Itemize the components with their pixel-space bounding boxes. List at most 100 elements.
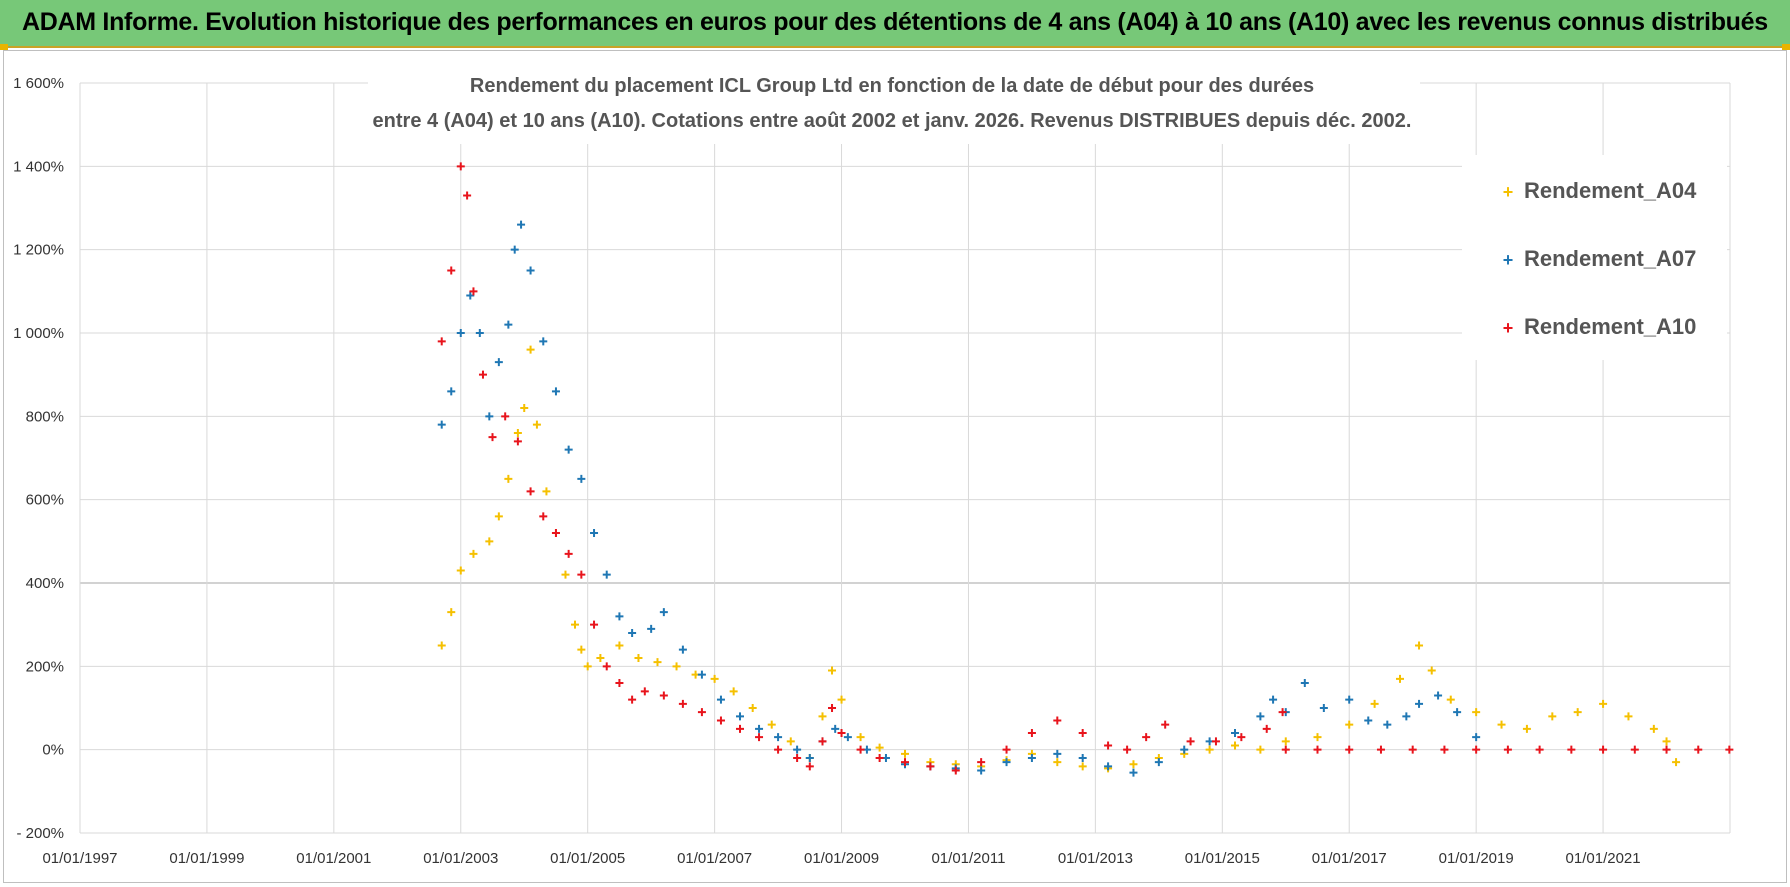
data-point	[564, 445, 573, 454]
data-point	[716, 695, 725, 704]
data-point	[437, 641, 446, 650]
data-point	[1662, 745, 1671, 754]
data-point	[1672, 758, 1681, 767]
data-point	[564, 549, 573, 558]
data-point	[856, 745, 865, 754]
x-tick-label: 01/01/2011	[931, 850, 1005, 867]
data-point	[517, 220, 526, 229]
data-point	[1522, 724, 1531, 733]
data-point	[577, 474, 586, 483]
data-point	[793, 745, 802, 754]
data-point	[447, 608, 456, 617]
data-point	[577, 570, 586, 579]
data-point	[520, 404, 529, 412]
data-point	[615, 612, 624, 621]
data-point	[1573, 708, 1582, 717]
data-point	[571, 620, 579, 629]
data-point	[828, 666, 837, 675]
grid-lines	[79, 82, 1731, 834]
series-rendement_a04	[437, 345, 1681, 773]
legend-label-a07: Rendement_A07	[1524, 246, 1696, 271]
data-point	[977, 766, 986, 775]
data-point	[1027, 754, 1036, 762]
data-point	[729, 687, 738, 696]
x-tick-label: 01/01/2005	[550, 850, 625, 867]
data-point	[1154, 758, 1163, 767]
data-point	[1599, 699, 1608, 708]
data-point	[602, 570, 611, 579]
data-point	[475, 329, 484, 337]
data-point	[1472, 708, 1481, 717]
data-point	[561, 570, 570, 579]
data-point	[1053, 749, 1062, 758]
data-point	[1415, 699, 1424, 708]
data-point	[577, 645, 586, 654]
legend-marker-a04: +	[1503, 182, 1514, 202]
data-point	[1383, 720, 1392, 729]
data-point	[510, 245, 519, 254]
data-point	[1345, 720, 1354, 729]
data-point	[447, 266, 456, 275]
data-point	[1503, 745, 1512, 754]
legend-background	[1462, 155, 1727, 360]
data-point	[828, 704, 837, 712]
legend-marker-a10: +	[1503, 318, 1514, 338]
data-point	[837, 729, 846, 737]
data-point	[1535, 745, 1544, 754]
data-point	[602, 662, 611, 671]
data-point	[466, 291, 475, 300]
data-point	[513, 437, 522, 446]
data-point	[469, 287, 478, 296]
data-point	[875, 754, 884, 762]
data-point	[748, 704, 757, 712]
y-tick-label: 400%	[26, 575, 64, 592]
data-point	[1104, 762, 1113, 771]
data-point	[456, 329, 465, 337]
x-tick-label: 01/01/1997	[42, 850, 117, 867]
data-point	[1142, 733, 1151, 742]
report-banner: ADAM Informe. Evolution historique des p…	[0, 0, 1790, 48]
data-point	[1002, 758, 1011, 767]
data-point	[736, 712, 744, 721]
data-point	[1440, 745, 1449, 754]
data-point	[463, 191, 472, 200]
data-point	[977, 758, 986, 767]
data-point	[526, 487, 535, 496]
data-point	[843, 733, 852, 742]
data-point	[532, 420, 541, 429]
legend-label-a10: Rendement_A10	[1524, 314, 1696, 339]
data-point	[485, 412, 494, 421]
data-point	[1345, 745, 1354, 754]
data-point	[640, 687, 649, 696]
data-point	[697, 708, 706, 717]
data-point	[1313, 733, 1322, 742]
data-point	[1053, 716, 1062, 725]
data-point	[437, 420, 446, 429]
data-point	[901, 758, 909, 767]
data-point	[488, 433, 497, 442]
data-point	[710, 674, 719, 683]
y-axis-ticks: - 200% 0% 200% 400% 600% 800% 1 000% 1 200% 1 40…	[13, 75, 64, 842]
data-point	[659, 691, 668, 700]
data-point	[628, 695, 637, 704]
data-point	[504, 474, 513, 483]
x-tick-label: 01/01/2009	[804, 850, 879, 867]
chart-title-line-1: Rendement du placement ICL Group Ltd en …	[470, 75, 1314, 97]
data-point	[539, 512, 548, 521]
data-point	[478, 370, 487, 379]
data-point	[456, 162, 465, 171]
data-point	[672, 662, 681, 671]
data-point	[1725, 745, 1734, 754]
data-point	[774, 733, 783, 742]
data-point	[875, 743, 884, 752]
data-point	[1237, 733, 1246, 742]
data-point	[437, 337, 446, 346]
x-tick-label: 01/01/2001	[296, 850, 371, 867]
data-point	[494, 358, 503, 367]
data-point	[1376, 745, 1385, 754]
data-point	[1123, 745, 1132, 754]
data-point	[513, 429, 522, 437]
data-point	[736, 724, 744, 733]
left-accent	[0, 44, 8, 50]
